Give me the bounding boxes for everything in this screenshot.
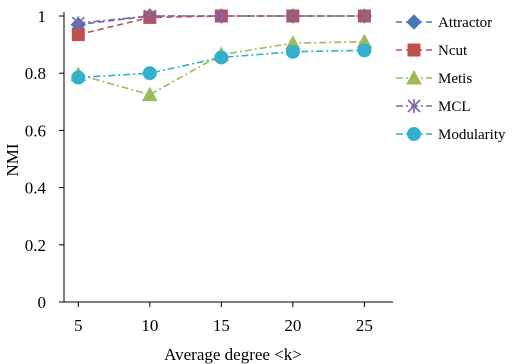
circle-marker [142, 66, 157, 81]
data-point [285, 44, 300, 59]
legend: Attractor Ncut Metis MCL Modularity [396, 14, 506, 143]
legend-label: MCL [438, 99, 471, 115]
y-tick-label: 0.2 [25, 236, 46, 255]
legend-marker [406, 69, 422, 85]
y-tick-label: 1 [38, 7, 47, 26]
y-tick-label: 0.6 [25, 121, 46, 140]
triangle-marker [141, 86, 158, 102]
data-point [71, 28, 85, 42]
y-tick-label: 0.8 [25, 64, 46, 83]
legend-marker [407, 99, 421, 113]
legend-marker [407, 127, 421, 141]
data-point [142, 66, 157, 81]
legend-item: Modularity [396, 127, 506, 143]
data-point [214, 9, 228, 23]
data-point [357, 43, 372, 58]
legend-label: Modularity [438, 127, 506, 143]
data-point [357, 9, 371, 23]
x-tick-label: 10 [141, 316, 158, 335]
y-axis-label: NMI [3, 143, 22, 176]
legend-item: Attractor [396, 14, 492, 31]
legend-label: Metis [438, 71, 472, 87]
circle-marker [407, 127, 421, 141]
series-line [78, 49, 365, 79]
data-point [141, 86, 158, 102]
legend-label: Ncut [438, 43, 468, 59]
series-line [78, 15, 365, 24]
series-layer [70, 8, 373, 102]
series-mcl [71, 9, 371, 31]
legend-item: Metis [396, 69, 472, 87]
data-point [71, 70, 86, 85]
square-marker [71, 28, 85, 42]
circle-marker [71, 70, 86, 85]
series-modularity [71, 43, 372, 85]
series-metis [70, 33, 373, 102]
x-tick-label: 25 [356, 316, 373, 335]
legend-item: Ncut [396, 43, 468, 59]
legend-marker [406, 14, 422, 30]
data-point [143, 9, 157, 23]
legend-item: MCL [396, 99, 471, 115]
triangle-marker [406, 69, 422, 85]
y-tick-label: 0 [38, 293, 47, 312]
legend-marker [407, 43, 421, 57]
axes: 00.20.40.60.815 10 15 20 25 [25, 7, 393, 335]
circle-marker [214, 50, 229, 65]
circle-marker [285, 44, 300, 59]
x-axis-label: Average degree <k> [164, 345, 302, 364]
x-tick-label: 15 [213, 316, 230, 335]
data-point [286, 9, 300, 23]
y-tick-label: 0.4 [25, 179, 47, 198]
x-tick-label: 20 [284, 316, 301, 335]
circle-marker [357, 43, 372, 58]
x-tick-label: 5 [74, 316, 83, 335]
data-point [71, 16, 85, 31]
diamond-marker [406, 14, 422, 30]
data-point [214, 50, 229, 65]
square-marker [407, 43, 421, 57]
legend-label: Attractor [438, 15, 492, 31]
